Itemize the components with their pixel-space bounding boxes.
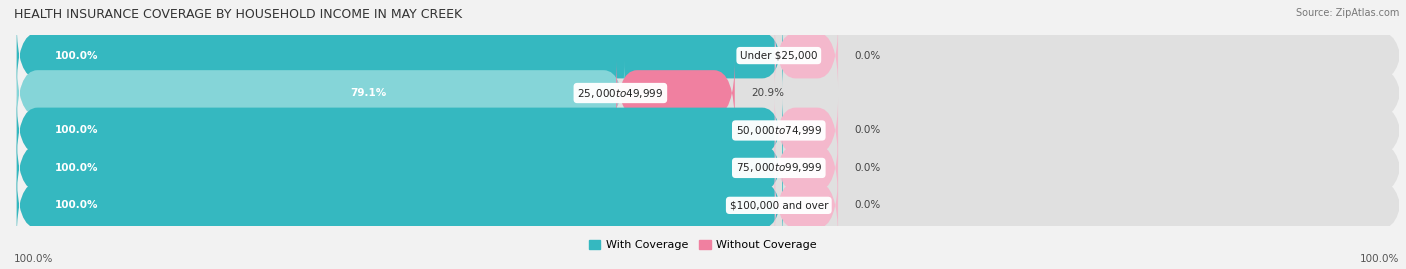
FancyBboxPatch shape xyxy=(616,60,735,126)
Text: 100.0%: 100.0% xyxy=(1360,254,1399,264)
FancyBboxPatch shape xyxy=(17,172,783,239)
FancyBboxPatch shape xyxy=(17,22,1403,89)
FancyBboxPatch shape xyxy=(17,97,1403,164)
FancyBboxPatch shape xyxy=(775,97,838,164)
FancyBboxPatch shape xyxy=(17,172,1403,239)
Text: HEALTH INSURANCE COVERAGE BY HOUSEHOLD INCOME IN MAY CREEK: HEALTH INSURANCE COVERAGE BY HOUSEHOLD I… xyxy=(14,8,463,21)
Text: Under $25,000: Under $25,000 xyxy=(740,51,817,61)
FancyBboxPatch shape xyxy=(775,22,838,89)
FancyBboxPatch shape xyxy=(17,60,624,126)
Text: Source: ZipAtlas.com: Source: ZipAtlas.com xyxy=(1295,8,1399,18)
Text: $50,000 to $74,999: $50,000 to $74,999 xyxy=(735,124,823,137)
Text: 0.0%: 0.0% xyxy=(855,125,880,136)
Text: $100,000 and over: $100,000 and over xyxy=(730,200,828,210)
Text: $25,000 to $49,999: $25,000 to $49,999 xyxy=(578,87,664,100)
Text: 0.0%: 0.0% xyxy=(855,200,880,210)
FancyBboxPatch shape xyxy=(17,134,1403,201)
Text: 0.0%: 0.0% xyxy=(855,163,880,173)
FancyBboxPatch shape xyxy=(17,134,783,201)
FancyBboxPatch shape xyxy=(775,134,838,201)
Text: $75,000 to $99,999: $75,000 to $99,999 xyxy=(735,161,823,174)
Text: 100.0%: 100.0% xyxy=(55,125,98,136)
Text: 0.0%: 0.0% xyxy=(855,51,880,61)
FancyBboxPatch shape xyxy=(775,172,838,239)
Text: 100.0%: 100.0% xyxy=(55,51,98,61)
FancyBboxPatch shape xyxy=(17,22,783,89)
Text: 100.0%: 100.0% xyxy=(55,200,98,210)
Text: 79.1%: 79.1% xyxy=(350,88,387,98)
Legend: With Coverage, Without Coverage: With Coverage, Without Coverage xyxy=(585,235,821,255)
FancyBboxPatch shape xyxy=(17,60,1403,126)
FancyBboxPatch shape xyxy=(17,97,783,164)
Text: 20.9%: 20.9% xyxy=(751,88,785,98)
Text: 100.0%: 100.0% xyxy=(55,163,98,173)
Text: 100.0%: 100.0% xyxy=(14,254,53,264)
